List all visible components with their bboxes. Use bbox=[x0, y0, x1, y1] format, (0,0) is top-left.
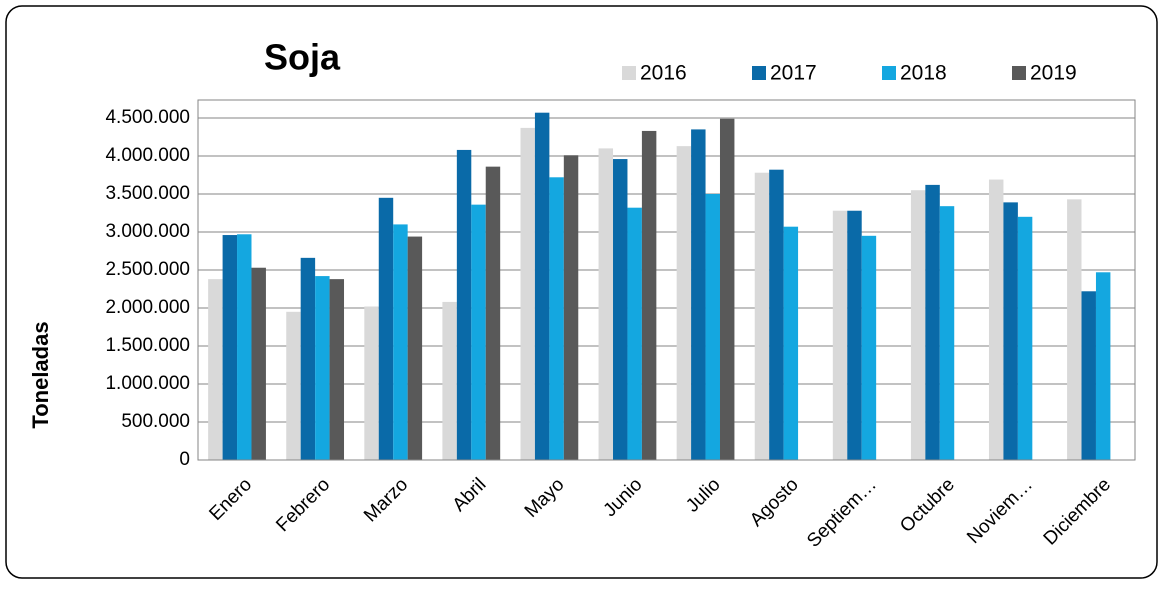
bar bbox=[598, 148, 614, 460]
y-tick-label: 2.500.000 bbox=[105, 259, 190, 280]
bar bbox=[549, 177, 564, 460]
plot-area bbox=[197, 99, 1136, 461]
bar bbox=[847, 210, 862, 460]
y-tick-label: 2.000.000 bbox=[105, 297, 190, 318]
y-tick-label: 500.000 bbox=[121, 411, 190, 432]
bar bbox=[832, 210, 848, 460]
bar bbox=[769, 169, 784, 460]
y-axis-label: Toneladas bbox=[28, 321, 53, 428]
bar bbox=[222, 235, 238, 460]
bar bbox=[329, 279, 345, 460]
y-tick-label: 3.000.000 bbox=[105, 221, 190, 242]
legend-swatch bbox=[1012, 66, 1026, 80]
y-tick-label: 3.500.000 bbox=[105, 183, 190, 204]
bar bbox=[407, 236, 423, 460]
bar bbox=[251, 267, 266, 460]
bar bbox=[364, 306, 379, 460]
y-tick-label: 0 bbox=[179, 449, 190, 470]
bar bbox=[939, 206, 955, 460]
bar bbox=[393, 224, 408, 460]
y-tick-label: 1.500.000 bbox=[105, 335, 190, 356]
bar bbox=[485, 166, 501, 460]
bar bbox=[925, 184, 940, 461]
bar bbox=[783, 226, 799, 460]
bar bbox=[719, 118, 735, 461]
bar bbox=[613, 159, 628, 460]
bar bbox=[520, 127, 535, 461]
bar bbox=[910, 190, 926, 461]
bar bbox=[300, 257, 316, 460]
legend-swatch bbox=[622, 66, 636, 80]
legend-label: 2018 bbox=[900, 62, 947, 85]
bar bbox=[1003, 202, 1018, 460]
chart-title: Soja bbox=[264, 37, 341, 78]
bar bbox=[563, 155, 579, 460]
bar bbox=[442, 301, 457, 460]
bar bbox=[286, 311, 301, 460]
bar bbox=[1067, 199, 1082, 461]
bar bbox=[237, 234, 252, 460]
y-tick-label: 4.500.000 bbox=[105, 107, 190, 128]
bar bbox=[378, 197, 394, 460]
bar bbox=[1017, 216, 1033, 460]
bar bbox=[315, 276, 330, 460]
bar bbox=[988, 179, 1004, 461]
bar bbox=[641, 130, 657, 460]
bar bbox=[754, 172, 770, 461]
legend-label: 2019 bbox=[1030, 62, 1077, 85]
legend-swatch bbox=[752, 66, 766, 80]
bar bbox=[471, 204, 486, 460]
y-tick-label: 4.000.000 bbox=[105, 145, 190, 166]
bar bbox=[691, 129, 706, 461]
bar bbox=[1081, 291, 1096, 460]
legend-swatch bbox=[882, 66, 896, 80]
bar bbox=[1095, 272, 1111, 460]
y-tick-label: 1.000.000 bbox=[105, 373, 190, 394]
bar bbox=[208, 279, 223, 460]
bar bbox=[861, 235, 877, 460]
bar bbox=[534, 112, 550, 460]
bar bbox=[705, 194, 720, 461]
legend-label: 2017 bbox=[770, 62, 817, 85]
bar bbox=[676, 146, 692, 460]
bar bbox=[627, 207, 642, 460]
legend-label: 2016 bbox=[640, 62, 687, 85]
bar bbox=[456, 149, 472, 460]
